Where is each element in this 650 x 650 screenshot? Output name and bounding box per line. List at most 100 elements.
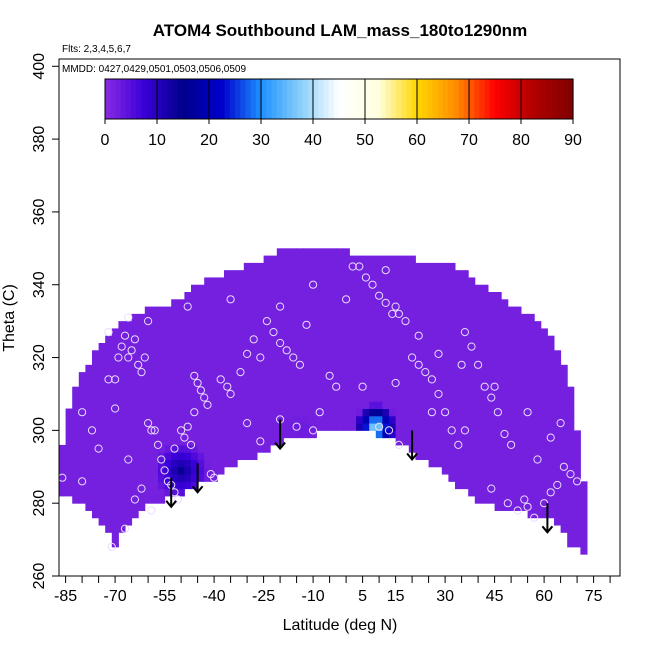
field-cell <box>382 342 390 351</box>
field-cell <box>210 379 218 388</box>
colorbar-cell <box>266 79 272 119</box>
sample-point <box>513 506 522 515</box>
field-cell <box>534 401 542 410</box>
field-cell <box>118 525 126 533</box>
field-cell <box>125 372 133 380</box>
field-cell <box>540 481 548 490</box>
field-cell <box>395 335 403 344</box>
colorbar-cell <box>463 79 470 119</box>
field-cell <box>481 481 489 490</box>
field-cell <box>323 335 331 344</box>
field-cell <box>131 459 139 468</box>
field-cell <box>448 313 456 322</box>
sample-point <box>150 426 159 435</box>
field-cell <box>283 357 291 366</box>
field-cell <box>369 262 377 271</box>
field-cell <box>455 335 463 344</box>
field-cell <box>560 488 568 497</box>
field-cell <box>309 372 317 380</box>
field-cell <box>316 248 324 257</box>
field-cell <box>461 481 469 490</box>
field-cell <box>283 277 291 286</box>
field-cell <box>257 415 265 424</box>
sample-point <box>391 378 400 388</box>
field-cell <box>316 379 324 388</box>
field-cell <box>336 415 344 424</box>
field-cell <box>257 299 265 308</box>
field-cell <box>362 342 370 351</box>
sample-point <box>434 389 443 399</box>
field-cell <box>514 357 522 366</box>
field-cell <box>296 321 304 329</box>
field-cell <box>474 415 482 424</box>
arrow-head <box>406 452 418 462</box>
field-cell <box>428 364 436 373</box>
field-cell <box>164 364 172 373</box>
field-cell <box>105 444 113 453</box>
field-cell <box>276 386 284 395</box>
field-cell <box>554 364 562 373</box>
field-cell <box>138 474 146 482</box>
field-cell <box>276 328 284 337</box>
field-cell <box>92 401 100 410</box>
field-cell <box>507 488 515 497</box>
field-cell <box>507 364 515 373</box>
field-cell <box>474 408 482 417</box>
field-cell <box>461 393 469 402</box>
colorbar-cell <box>510 79 517 119</box>
field-cell <box>98 466 106 475</box>
field-cell <box>283 401 291 410</box>
field-cell <box>382 372 390 380</box>
field-cell <box>441 306 449 315</box>
field-cell <box>336 386 344 395</box>
field-cell <box>65 423 73 431</box>
field-cell <box>276 277 284 286</box>
field-cell <box>369 321 377 329</box>
field-cell <box>125 517 133 526</box>
field-cell <box>237 277 245 286</box>
field-cell <box>395 299 403 308</box>
field-cell <box>514 474 522 482</box>
field-cell <box>224 277 232 286</box>
field-cell <box>158 488 166 497</box>
field-cell <box>98 459 106 468</box>
sample-point <box>276 338 285 348</box>
field-cell <box>375 364 383 373</box>
field-cell <box>309 313 317 322</box>
field-cell <box>243 284 251 293</box>
field-cell <box>329 357 337 366</box>
field-cell <box>560 510 568 519</box>
sample-point <box>196 386 205 395</box>
field-cell <box>323 321 331 329</box>
field-cell <box>402 277 410 286</box>
colorbar-tick-label: 90 <box>564 132 582 149</box>
field-cell <box>448 444 456 453</box>
field-cell <box>428 401 436 410</box>
field-cell <box>481 444 489 453</box>
field-cell <box>85 364 93 373</box>
field-cell <box>554 430 562 439</box>
field-cell <box>534 495 542 504</box>
field-cell <box>540 488 548 497</box>
sample-point <box>394 309 403 318</box>
field-cell <box>144 481 152 490</box>
field-cell <box>501 481 509 490</box>
field-cell <box>527 386 535 395</box>
field-cell <box>303 270 311 278</box>
field-cell <box>507 423 515 431</box>
colorbar-cell <box>385 79 392 119</box>
field-cell <box>395 255 403 264</box>
field-cell <box>184 444 192 453</box>
field-cell <box>329 393 337 402</box>
sample-point <box>384 426 394 435</box>
field-cell <box>309 255 317 264</box>
field-cell <box>329 284 337 293</box>
field-cell <box>224 335 232 344</box>
field-cell <box>118 474 126 482</box>
field-cell <box>415 284 423 293</box>
field-cell <box>177 350 185 359</box>
field-cell <box>303 357 311 366</box>
field-cell <box>494 423 502 431</box>
sample-point <box>348 262 357 271</box>
field-cell <box>323 408 331 417</box>
